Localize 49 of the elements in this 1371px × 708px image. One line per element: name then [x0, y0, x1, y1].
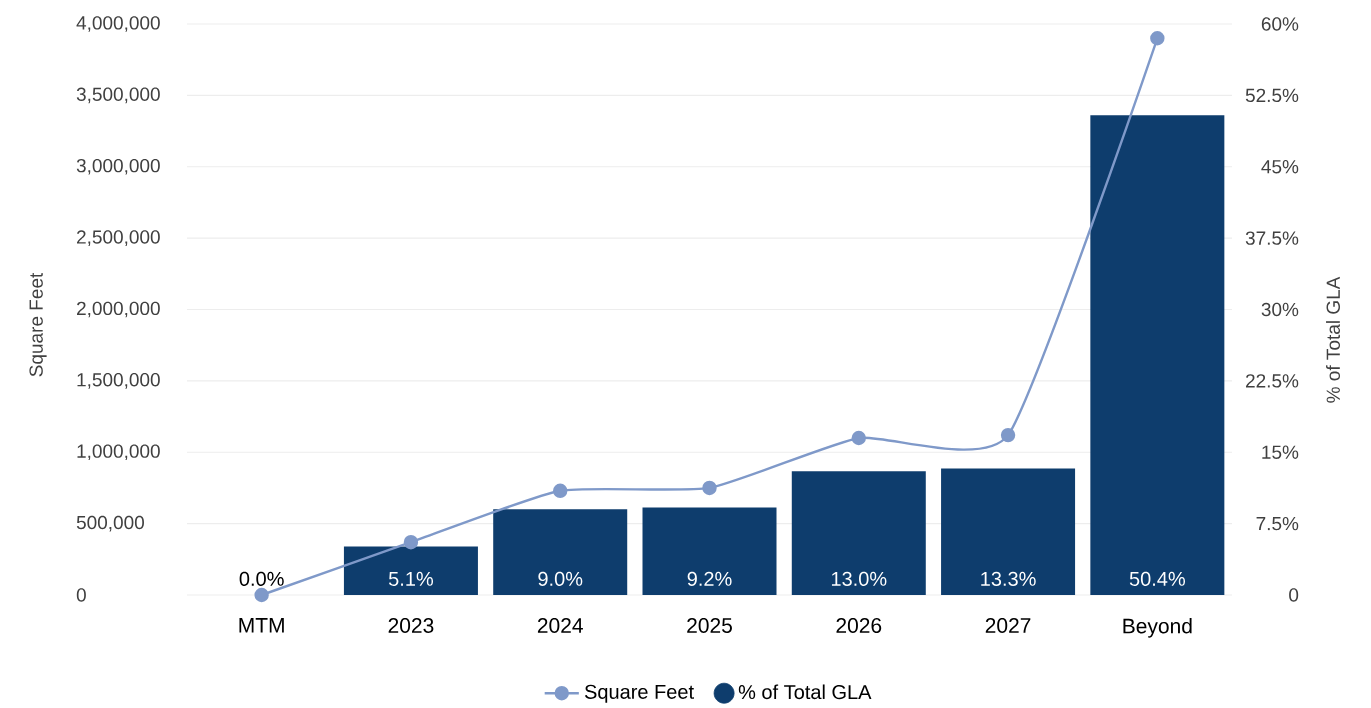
legend-label: % of Total GLA [738, 684, 872, 700]
y2-tick-label: 0 [1289, 588, 1299, 602]
y-tick-label: 3,500,000 [76, 87, 160, 104]
x-tick-label: 2024 [537, 618, 583, 633]
y-tick-label: 2,500,000 [77, 230, 160, 246]
y2-tick-label: 7.5% [1256, 516, 1299, 531]
point [1150, 31, 1165, 46]
y-tick-label: 4,000,000 [76, 16, 160, 32]
data-label: 9.0% [538, 571, 583, 586]
y-tick-label: 500,000 [76, 515, 144, 532]
y2-tick-label: 37.5% [1245, 231, 1299, 245]
legend-label: Square Feet [584, 684, 694, 703]
data-label: 13.0% [831, 571, 887, 586]
data-label: 9.2% [687, 571, 732, 586]
bar [343, 546, 478, 595]
x-tick-label: 2025 [687, 618, 732, 633]
point [1000, 427, 1016, 443]
point [553, 483, 568, 498]
point [403, 534, 419, 550]
x-tick-label: 2026 [836, 618, 882, 633]
bar [642, 507, 777, 595]
bar [493, 509, 628, 595]
y2-tick-label: 22.5% [1245, 374, 1299, 388]
data-label: 5.1% [388, 571, 434, 586]
bar [1090, 115, 1225, 595]
point [702, 480, 717, 496]
y2-tick-label: 60% [1261, 17, 1299, 31]
y-tick-label: 1,000,000 [77, 444, 160, 461]
x-tick-label: MTM [239, 618, 284, 633]
bar [791, 471, 926, 595]
y-tick-label: 1,500,000 [77, 373, 160, 389]
data-label: 0.0% [239, 571, 284, 586]
y-tick-label: 0 [76, 588, 86, 602]
y-tick-label: 3,000,000 [76, 158, 160, 175]
y-axis-title: Square Feet [29, 272, 47, 377]
x-tick-label: 2027 [985, 618, 1031, 633]
y2-tick-label: 15% [1262, 445, 1299, 459]
y-tick-label: 2,000,000 [77, 301, 160, 318]
y2-tick-label: 45% [1261, 160, 1299, 174]
y2-tick-label: 30% [1261, 302, 1299, 317]
bar [941, 468, 1076, 595]
point [254, 587, 269, 603]
x-tick-label: 2023 [388, 618, 434, 633]
data-label: 50.4% [1129, 571, 1186, 586]
point [851, 430, 866, 446]
data-label: 13.3% [981, 571, 1036, 586]
y2-tick-label: 52.5% [1245, 88, 1299, 103]
x-tick-label: Beyond [1123, 618, 1192, 638]
y2-axis-title: % of Total GLA [1326, 276, 1340, 403]
